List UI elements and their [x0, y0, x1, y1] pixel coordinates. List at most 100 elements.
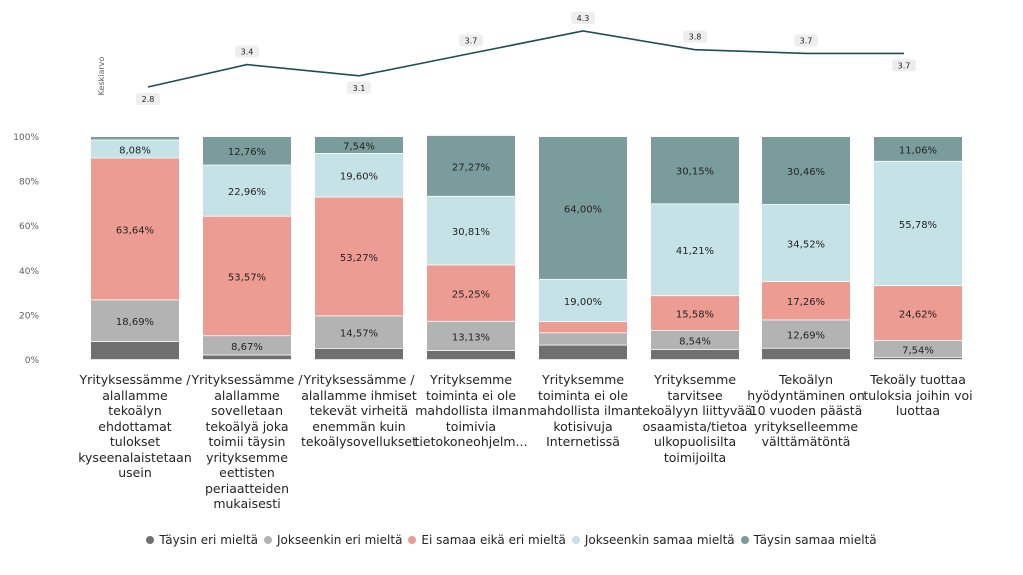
bar-data-label: 17,26% [787, 297, 825, 308]
bar-stack: 8,54% 15,58% 41,21% 30,15% [651, 137, 739, 360]
bar-segment [315, 316, 403, 348]
bar-segment [762, 348, 850, 360]
y-tick-label: 60% [19, 222, 39, 232]
bar-data-label: 7,54% [902, 345, 934, 356]
bar-data-label: 11,06% [899, 145, 937, 156]
bar-data-label: 30,81% [452, 227, 490, 238]
bar-segment [203, 336, 291, 355]
bar-segment [762, 204, 850, 282]
bar-segment [539, 322, 627, 333]
y-tick-label: 40% [19, 267, 39, 277]
bar-data-label: 55,78% [899, 220, 937, 231]
bar-segment [91, 300, 179, 342]
bar-data-label: 19,60% [340, 172, 378, 183]
bar-data-label: 7,54% [343, 141, 375, 152]
bar-segment [874, 286, 962, 341]
svg-text:3.7: 3.7 [465, 36, 478, 45]
line-y-axis-label: Keskiarvo [97, 57, 106, 96]
bar-stack: 7,54% 24,62% 55,78% 11,06% [874, 137, 962, 360]
bar-data-label: 18,69% [116, 317, 154, 328]
legend-marker [408, 536, 417, 544]
bar-stack: 18,69% 63,64% 8,08% [91, 137, 179, 360]
category-label: Yrityksessämme / alallamme ihmiset tekev… [300, 372, 418, 449]
category-label: Yrityksemme tarvitsee tekoälyyn liittyvä… [637, 372, 753, 465]
legend-item[interactable]: Ei samaa eikä eri mieltä [408, 533, 566, 547]
bar-segment [315, 153, 403, 197]
bar-stack: 14,57% 53,27% 19,60% 7,54% [315, 136, 403, 360]
legend-label: Jokseenkin samaa mieltä [584, 533, 735, 547]
category-label: Yrityksessämme / alallamme sovelletaan t… [191, 372, 303, 511]
bar-segment [539, 279, 627, 322]
bar-data-label: 30,15% [676, 167, 714, 178]
bar-segment [427, 196, 515, 265]
bar-segment [651, 349, 739, 360]
svg-text:3.7: 3.7 [898, 61, 911, 70]
bar-segment [203, 165, 291, 216]
average-line-chart: 2.8 3.4 3.1 3.7 4.3 3.8 3.7 3.7 Keskiarvo [97, 12, 916, 105]
bar-data-label: 25,25% [452, 290, 490, 301]
legend-marker [146, 536, 155, 544]
bar-segment [203, 355, 291, 360]
bar-data-label: 15,58% [676, 310, 714, 321]
legend-marker [740, 536, 749, 544]
legend-label: Täysin samaa mieltä [753, 533, 877, 547]
legend: Täysin eri mieltä Jokseenkin eri mieltä Ei… [0, 533, 1023, 547]
y-tick-label: 0% [25, 356, 40, 366]
bar-data-label: 13,13% [452, 332, 490, 343]
bar-segment [651, 330, 739, 350]
average-line [147, 30, 904, 88]
legend-item[interactable]: Jokseenkin eri mieltä [264, 533, 402, 547]
bar-segment [315, 197, 403, 316]
bar-data-label: 14,57% [340, 329, 378, 340]
bar-segment [91, 137, 179, 140]
bar-stack: 19,00% 64,00% [539, 137, 627, 360]
bar-segment [651, 137, 739, 204]
svg-text:2.8: 2.8 [142, 95, 155, 104]
line-value-label: 3.7 [892, 59, 916, 72]
category-label: Yrityksessämme / alallamme tekoälyn ehdo… [78, 372, 192, 480]
legend-label: Täysin eri mieltä [159, 533, 258, 547]
category-label: Yrityksemme toiminta ei ole mahdollista … [527, 372, 639, 449]
category-label: Yrityksemme toiminta ei ole mahdollista … [414, 372, 528, 449]
svg-text:3.4: 3.4 [241, 48, 254, 57]
category-label: Tekoäly tuottaa tuloksia joihin voi luot… [863, 372, 973, 418]
stacked-bar-chart: 18,69% 63,64% 8,08% 8,67% 53,57% 22,96% 12,76%… [91, 135, 962, 360]
svg-text:3.7: 3.7 [800, 36, 813, 45]
bar-stack: 12,69% 17,26% 34,52% 30,46% [762, 136, 850, 360]
bar-segment [539, 333, 627, 345]
line-value-label: 3.7 [794, 34, 818, 47]
bar-data-label: 22,96% [228, 187, 266, 198]
bar-data-label: 8,67% [231, 342, 263, 353]
bar-segment [91, 158, 179, 300]
bar-data-label: 24,62% [899, 310, 937, 321]
y-axis: 0% 20% 40% 60% 80% 100% [13, 133, 39, 366]
svg-text:4.3: 4.3 [577, 14, 590, 23]
legend-marker [264, 536, 272, 544]
y-tick-label: 100% [13, 133, 39, 143]
bar-segment [874, 357, 962, 360]
bar-stack: 8,67% 53,57% 22,96% 12,76% [203, 137, 291, 360]
bar-data-label: 8,08% [119, 145, 151, 156]
bar-segment [762, 281, 850, 320]
bar-data-label: 41,21% [676, 246, 714, 257]
bar-segment [203, 137, 291, 165]
line-value-label: 3.4 [235, 45, 259, 58]
bar-segment [762, 136, 850, 205]
bar-stack: 13,13% 25,25% 30,81% 27,27% [427, 135, 515, 360]
bar-segment [651, 296, 739, 331]
line-value-label: 2.8 [136, 93, 160, 105]
bar-segment [427, 135, 515, 196]
svg-text:3.8: 3.8 [689, 33, 702, 42]
legend-item[interactable]: Täysin eri mieltä [146, 533, 258, 547]
line-value-label: 4.3 [571, 12, 595, 24]
line-value-label: 3.8 [683, 30, 707, 43]
svg-text:3.1: 3.1 [353, 84, 366, 93]
legend-label: Jokseenkin eri mieltä [277, 533, 403, 547]
legend-item[interactable]: Jokseenkin samaa mieltä [571, 533, 735, 547]
bar-segment [539, 345, 627, 360]
legend-item[interactable]: Täysin samaa mieltä [740, 533, 877, 547]
bar-segment [651, 204, 739, 296]
bar-segment [874, 161, 962, 286]
bar-segment [91, 140, 179, 158]
